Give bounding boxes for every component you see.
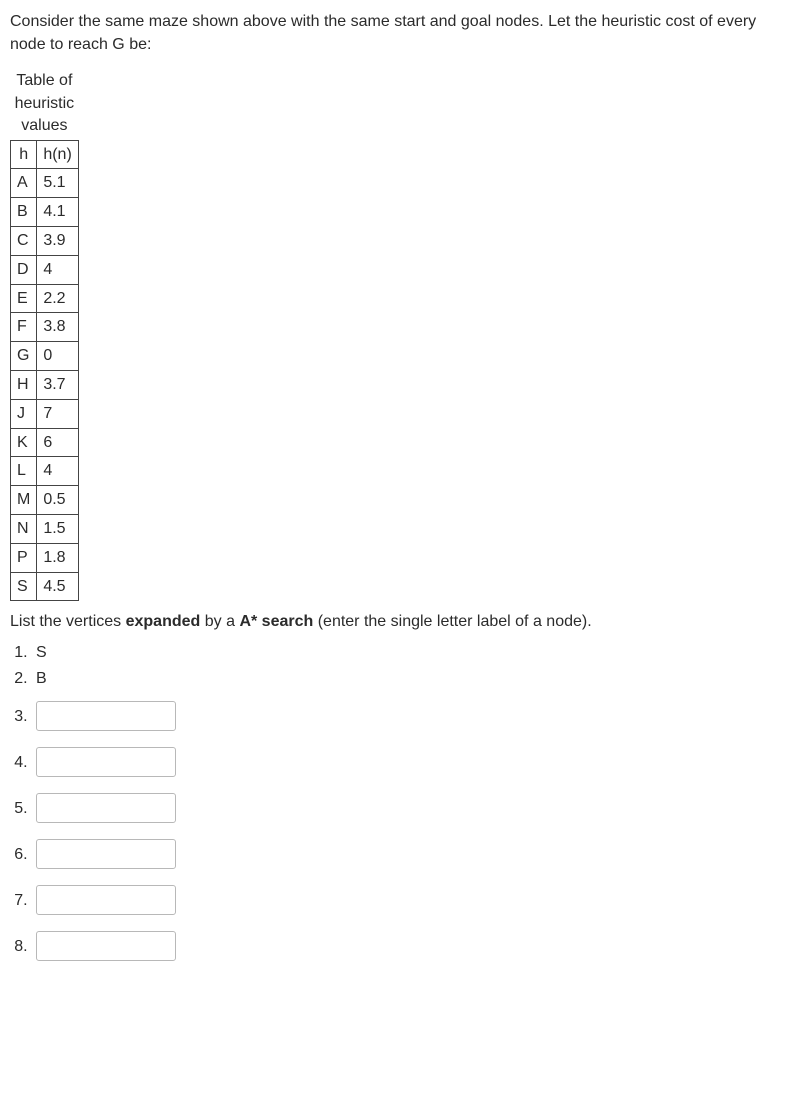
table-row: S4.5 xyxy=(11,572,79,601)
table-header-row: h h(n) xyxy=(11,140,79,169)
intro-text: Consider the same maze shown above with … xyxy=(10,10,790,56)
cell-node: L xyxy=(11,457,37,486)
table-row: H3.7 xyxy=(11,370,79,399)
cell-value: 7 xyxy=(37,399,78,428)
cell-value: 0.5 xyxy=(37,486,78,515)
cell-value: 3.8 xyxy=(37,313,78,342)
cell-node: M xyxy=(11,486,37,515)
table-row: D4 xyxy=(11,255,79,284)
answer-item-4 xyxy=(32,739,790,785)
heuristic-table: Table of heuristic values h h(n) A5.1 B4… xyxy=(10,70,79,601)
cell-node: A xyxy=(11,169,37,198)
q-bold-astar: A* search xyxy=(239,613,313,630)
answer-input-8[interactable] xyxy=(36,931,176,961)
cell-value: 2.2 xyxy=(37,284,78,313)
table-row: E2.2 xyxy=(11,284,79,313)
cell-value: 1.5 xyxy=(37,514,78,543)
table-row: B4.1 xyxy=(11,198,79,227)
answer-list: S B xyxy=(10,641,790,969)
table-caption: Table of heuristic values xyxy=(10,70,79,139)
cell-value: 3.7 xyxy=(37,370,78,399)
table-row: L4 xyxy=(11,457,79,486)
cell-node: D xyxy=(11,255,37,284)
answer-item-1: S xyxy=(32,641,790,667)
answer-item-2: B xyxy=(32,667,790,693)
table-row: F3.8 xyxy=(11,313,79,342)
cell-value: 4 xyxy=(37,255,78,284)
caption-line: heuristic xyxy=(15,95,75,112)
table-row: P1.8 xyxy=(11,543,79,572)
answer-input-3[interactable] xyxy=(36,701,176,731)
table-row: C3.9 xyxy=(11,226,79,255)
q-part: (enter the single letter label of a node… xyxy=(313,613,591,630)
cell-value: 4 xyxy=(37,457,78,486)
q-part: List the vertices xyxy=(10,613,126,630)
answer-item-7 xyxy=(32,877,790,923)
cell-node: F xyxy=(11,313,37,342)
answer-item-8 xyxy=(32,923,790,969)
answer-input-6[interactable] xyxy=(36,839,176,869)
answer-value: B xyxy=(36,670,47,687)
col-node-header: h xyxy=(11,140,37,169)
cell-node: H xyxy=(11,370,37,399)
cell-node: J xyxy=(11,399,37,428)
cell-value: 1.8 xyxy=(37,543,78,572)
cell-node: K xyxy=(11,428,37,457)
answer-input-7[interactable] xyxy=(36,885,176,915)
cell-value: 0 xyxy=(37,342,78,371)
cell-value: 3.9 xyxy=(37,226,78,255)
col-hn-header: h(n) xyxy=(37,140,78,169)
cell-value: 6 xyxy=(37,428,78,457)
cell-value: 4.1 xyxy=(37,198,78,227)
answer-item-6 xyxy=(32,831,790,877)
cell-node: G xyxy=(11,342,37,371)
caption-line: values xyxy=(21,117,67,134)
table-row: N1.5 xyxy=(11,514,79,543)
caption-line: Table of xyxy=(16,72,72,89)
q-part: by a xyxy=(200,613,239,630)
cell-node: C xyxy=(11,226,37,255)
table-row: G0 xyxy=(11,342,79,371)
table-row: A5.1 xyxy=(11,169,79,198)
table-row: K6 xyxy=(11,428,79,457)
table-row: M0.5 xyxy=(11,486,79,515)
answer-item-3 xyxy=(32,693,790,739)
cell-node: N xyxy=(11,514,37,543)
answer-value: S xyxy=(36,644,47,661)
answer-item-5 xyxy=(32,785,790,831)
q-bold-expanded: expanded xyxy=(126,613,201,630)
answer-input-5[interactable] xyxy=(36,793,176,823)
question-text: List the vertices expanded by a A* searc… xyxy=(10,613,790,631)
cell-value: 5.1 xyxy=(37,169,78,198)
answer-input-4[interactable] xyxy=(36,747,176,777)
question-block: Consider the same maze shown above with … xyxy=(0,0,800,989)
cell-node: P xyxy=(11,543,37,572)
cell-node: E xyxy=(11,284,37,313)
table-row: J7 xyxy=(11,399,79,428)
cell-node: B xyxy=(11,198,37,227)
cell-node: S xyxy=(11,572,37,601)
cell-value: 4.5 xyxy=(37,572,78,601)
